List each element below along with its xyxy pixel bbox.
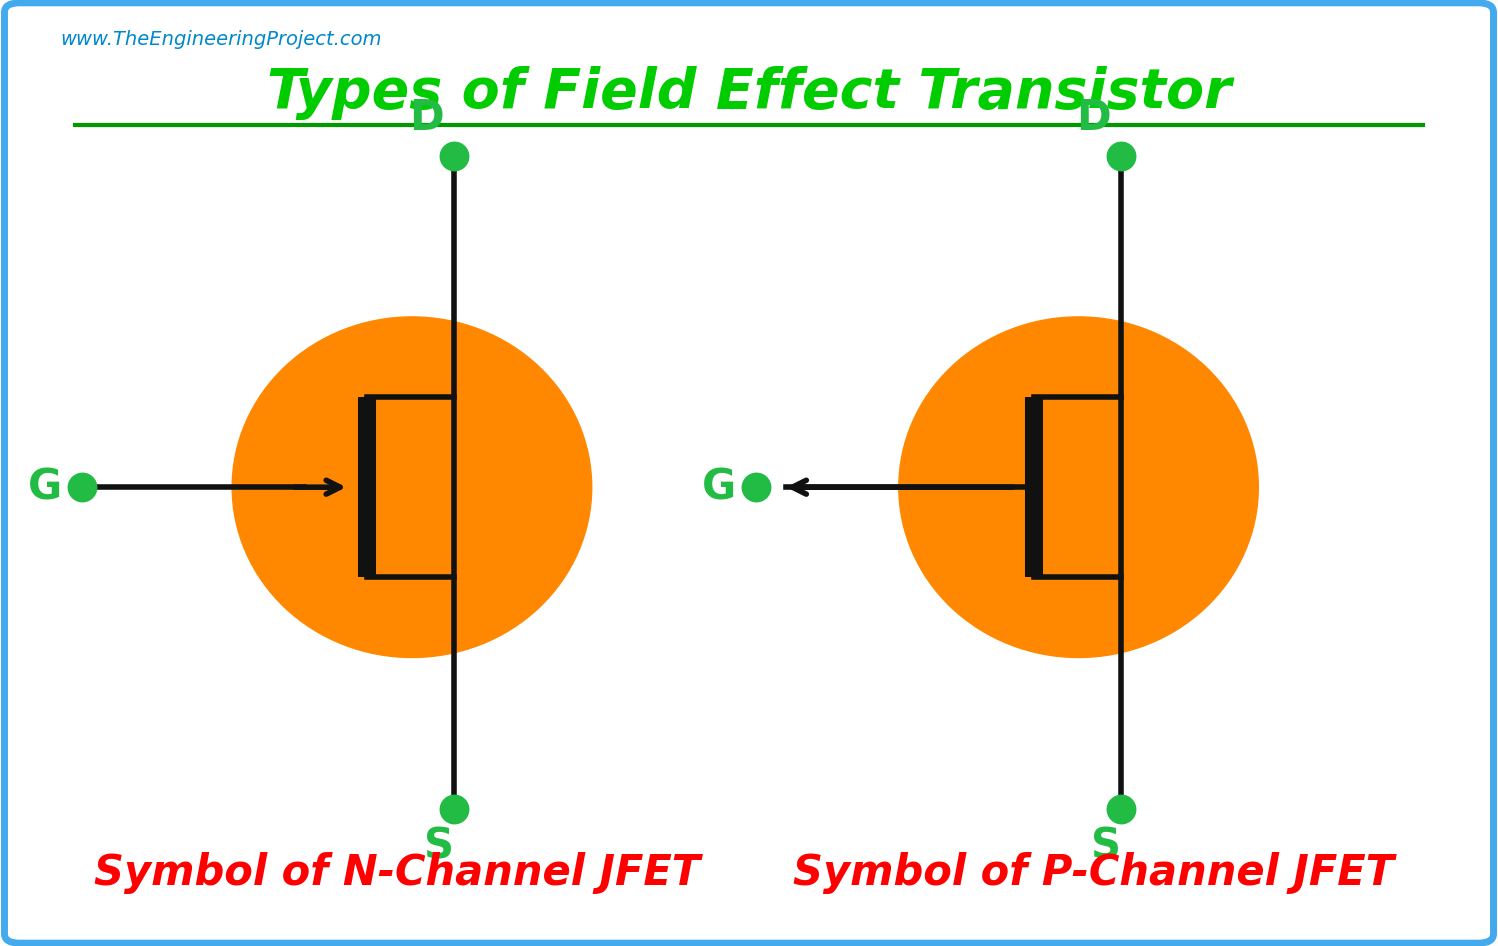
Text: Symbol of P-Channel JFET: Symbol of P-Channel JFET xyxy=(792,852,1395,894)
Point xyxy=(1109,149,1132,164)
Text: G: G xyxy=(28,466,61,508)
Point xyxy=(442,801,466,816)
Text: D: D xyxy=(409,97,445,139)
Ellipse shape xyxy=(899,317,1258,657)
Point xyxy=(745,480,768,495)
Text: D: D xyxy=(1076,97,1112,139)
Text: S: S xyxy=(424,826,454,867)
Point xyxy=(1109,801,1132,816)
Point xyxy=(70,480,94,495)
Text: www.TheEngineeringProject.com: www.TheEngineeringProject.com xyxy=(60,30,382,49)
Ellipse shape xyxy=(232,317,592,657)
Text: S: S xyxy=(1091,826,1121,867)
Text: Symbol of N-Channel JFET: Symbol of N-Channel JFET xyxy=(94,852,700,894)
Point xyxy=(442,149,466,164)
Text: Types of Field Effect Transistor: Types of Field Effect Transistor xyxy=(267,66,1231,120)
Text: G: G xyxy=(703,466,736,508)
